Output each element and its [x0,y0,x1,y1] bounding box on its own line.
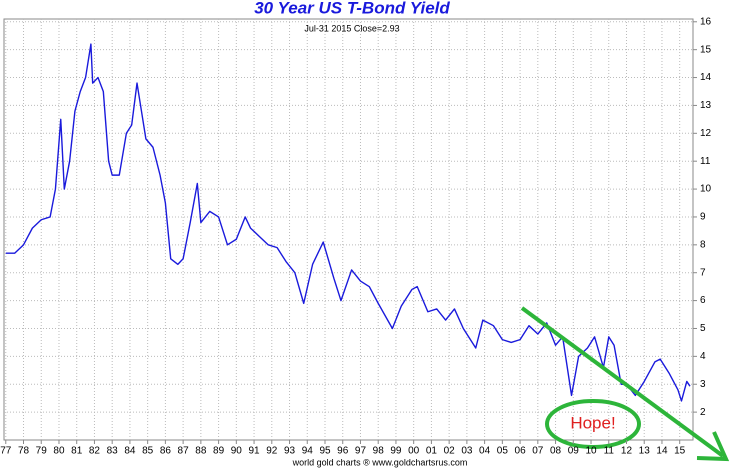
y-tick-label: 9 [700,212,706,223]
x-tick-label: 00 [408,446,420,457]
y-tick-label: 16 [700,16,712,27]
x-tick-label: 11 [604,446,615,457]
y-tick-label: 10 [700,184,712,195]
x-tick-label: 88 [195,446,207,457]
chart-title: 30 Year US T-Bond Yield [254,0,450,17]
x-tick-label: 90 [231,446,243,457]
subtitle: Jul-31 2015 Close=2.93 [304,23,399,33]
arrow-head [696,431,730,462]
x-tick-label: 77 [0,446,12,457]
y-tick-label: 4 [700,351,706,362]
y-tick-label: 13 [700,100,712,111]
x-tick-label: 78 [18,446,30,457]
y-tick-label: 3 [700,379,706,390]
data-line [5,43,691,402]
x-tick-label: 99 [390,446,402,457]
highlight-ellipse [545,399,641,449]
x-tick-label: 05 [497,446,509,457]
x-tick-label: 15 [674,446,686,457]
x-tick-label: 91 [248,446,260,457]
x-tick-label: 06 [515,446,527,457]
y-tick-label: 14 [700,72,712,83]
x-tick-label: 94 [302,446,314,457]
x-tick-label: 95 [319,446,331,457]
x-tick-label: 85 [142,446,154,457]
x-tick-label: 07 [532,446,544,457]
y-tick-label: 2 [700,407,706,418]
y-tick-label: 12 [700,128,712,139]
x-tick-label: 80 [53,446,65,457]
x-tick-label: 02 [444,446,456,457]
x-tick-label: 01 [426,446,438,457]
x-tick-label: 08 [550,446,562,457]
x-tick-label: 81 [71,446,83,457]
annotation: Hope! [570,413,615,432]
x-tick-label: 93 [284,446,296,457]
x-tick-label: 87 [178,446,190,457]
x-tick-label: 83 [107,446,119,457]
y-tick-label: 6 [700,295,706,306]
y-tick-label: 5 [700,323,706,334]
x-tick-label: 82 [89,446,101,457]
y-tick-label: 11 [700,156,711,167]
y-tick-label: 7 [700,267,706,278]
x-tick-label: 10 [585,446,597,457]
x-tick-label: 13 [639,446,651,457]
x-tick-label: 79 [36,446,48,457]
line-layer [5,43,691,402]
x-tick-label: 12 [621,446,633,457]
x-tick-label: 84 [124,446,136,457]
footer: world gold charts ® www.goldchartsrus.co… [292,457,468,467]
x-tick-label: 89 [213,446,225,457]
trend-arrow [520,306,725,458]
x-tick-label: 04 [479,446,491,457]
y-tick-label: 8 [700,239,706,250]
x-tick-label: 98 [373,446,385,457]
x-tick-label: 14 [656,446,668,457]
grid [4,19,693,440]
y-tick-label: 15 [700,44,712,55]
x-tick-label: 03 [461,446,473,457]
plot-frame [3,18,694,441]
x-tick-label: 97 [355,446,367,457]
x-tick-label: 86 [160,446,172,457]
x-tick-label: 96 [337,446,349,457]
x-tick-label: 09 [568,446,580,457]
x-tick-label: 92 [266,446,278,457]
